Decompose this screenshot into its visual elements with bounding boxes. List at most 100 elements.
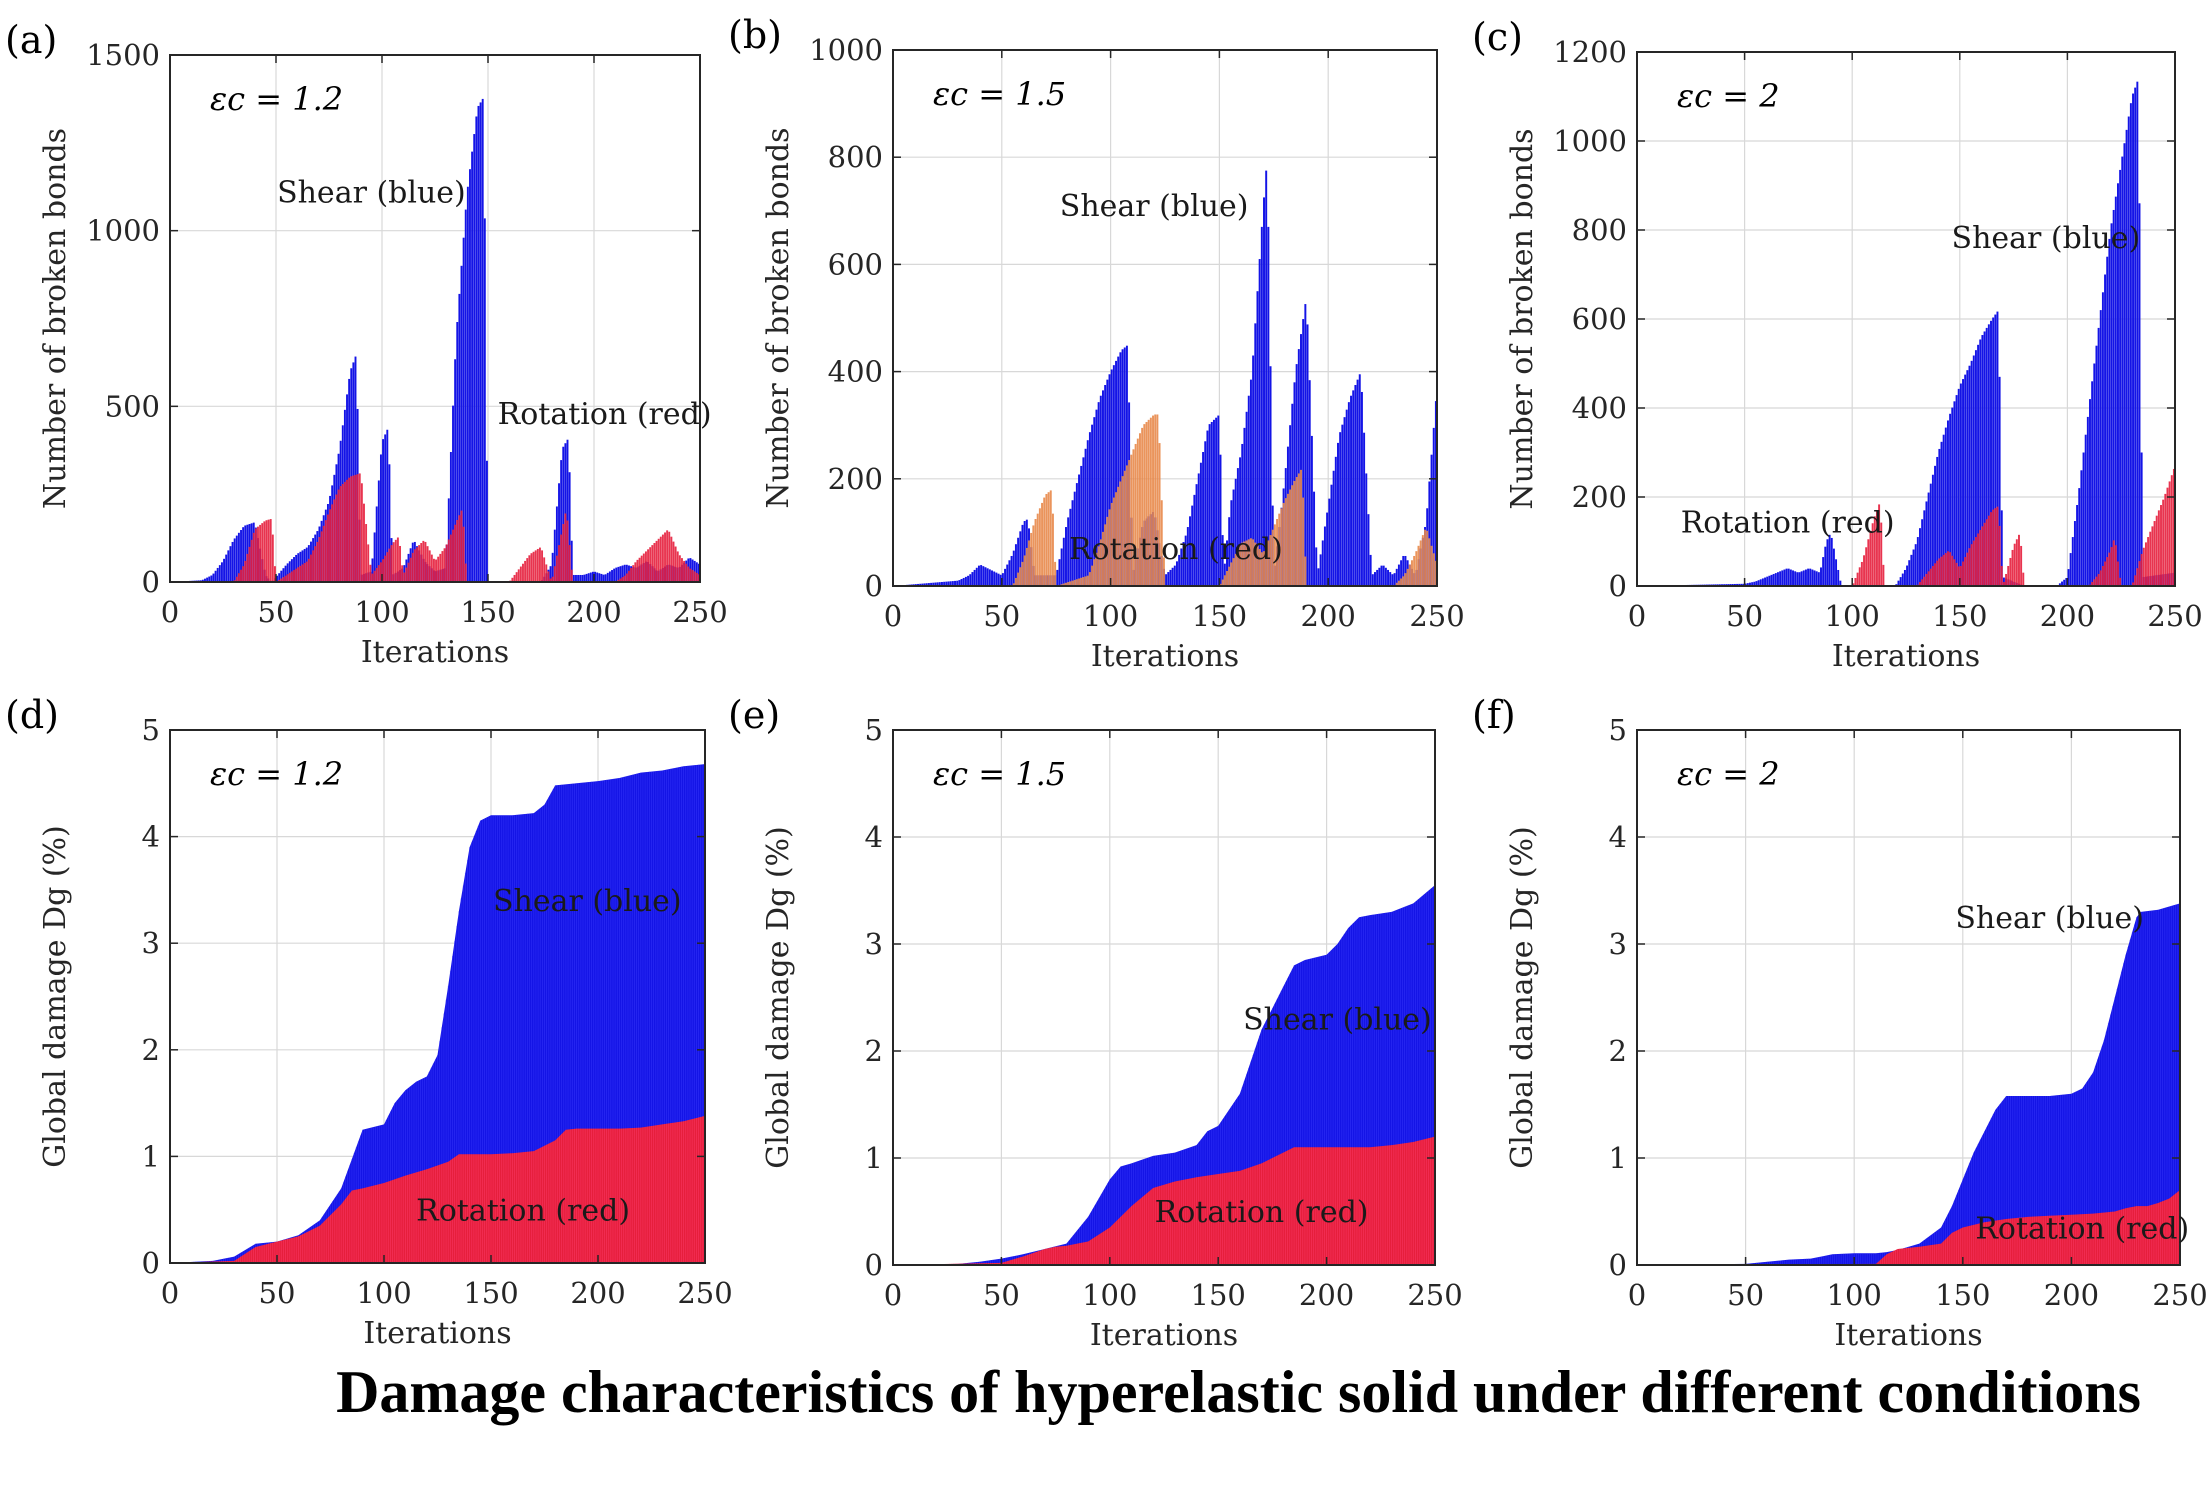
bar <box>2123 143 2126 586</box>
bar <box>1234 478 1237 586</box>
bar <box>1772 573 1775 586</box>
bar <box>1017 537 1020 586</box>
bar <box>1263 551 1265 586</box>
bar <box>932 582 935 586</box>
bar <box>560 460 563 582</box>
bar <box>1931 474 1934 586</box>
bar <box>2002 577 2005 586</box>
bar <box>2153 521 2156 586</box>
bar <box>1749 582 1751 586</box>
bar <box>541 550 544 582</box>
rotation-label: Rotation (red) <box>1681 506 1895 541</box>
bar <box>1977 533 1980 586</box>
y-tick-label: 3 <box>142 926 160 960</box>
y-tick-label: 1000 <box>1553 124 1627 158</box>
bar <box>991 570 993 586</box>
bar <box>305 561 308 582</box>
bar <box>1413 555 1416 586</box>
bar <box>1815 571 1818 586</box>
y-axis-label: Number of broken bonds <box>1505 128 1540 509</box>
x-tick-label: 0 <box>161 595 179 629</box>
bar <box>276 575 279 582</box>
bar <box>1047 492 1050 586</box>
bar <box>1243 427 1246 586</box>
bar <box>1243 541 1246 586</box>
bar <box>2061 581 2063 586</box>
bar <box>1208 424 1211 586</box>
bar <box>445 544 448 582</box>
bar <box>284 565 287 582</box>
bar <box>1297 349 1300 586</box>
bar <box>2101 292 2104 586</box>
bar <box>1049 490 1052 586</box>
x-tick-label: 50 <box>1727 1278 1764 1312</box>
x-tick-label: 100 <box>1083 599 1138 633</box>
bar <box>2125 129 2128 586</box>
bar <box>962 577 965 586</box>
bar <box>324 520 327 582</box>
bar <box>430 554 433 582</box>
x-tick-label: 150 <box>1191 1278 1246 1312</box>
bar <box>1273 524 1276 586</box>
bar <box>1038 508 1041 586</box>
x-tick-label: 0 <box>1628 599 1646 633</box>
bar <box>1955 562 1958 586</box>
shear-label: Shear (blue) <box>1955 901 2144 936</box>
bar <box>1776 572 1779 586</box>
series-rotation <box>1852 468 2175 586</box>
bar <box>1972 355 1975 586</box>
x-axis-label: Iterations <box>1090 1318 1238 1353</box>
bar <box>967 575 970 586</box>
bar <box>1942 554 1945 586</box>
bar <box>1352 390 1355 586</box>
bar <box>596 572 599 582</box>
bar <box>1356 379 1359 586</box>
bar <box>475 116 478 582</box>
bar <box>2121 156 2124 586</box>
bar <box>1093 417 1096 586</box>
bar <box>1987 515 1990 586</box>
bar <box>1400 578 1403 586</box>
bar <box>2084 434 2087 586</box>
bar <box>1317 568 1320 586</box>
bar <box>577 574 580 582</box>
bar <box>583 574 586 582</box>
bar <box>2097 573 2100 586</box>
bar <box>526 558 529 582</box>
series-rotation <box>893 1136 1435 1265</box>
bar <box>1228 566 1231 586</box>
bar <box>2172 468 2175 586</box>
bar <box>615 567 618 582</box>
bar <box>1147 419 1150 586</box>
bar <box>1882 564 1885 586</box>
bar <box>2067 569 2070 586</box>
y-tick-label: 800 <box>828 140 883 174</box>
bar <box>1078 474 1081 586</box>
bar <box>647 549 650 582</box>
bar <box>2168 481 2171 586</box>
bar <box>1223 563 1226 586</box>
bar <box>634 562 637 582</box>
bar <box>1156 414 1159 586</box>
bar <box>464 209 467 582</box>
bar <box>1360 391 1363 586</box>
bar <box>1254 542 1257 586</box>
bar <box>1964 557 1967 586</box>
bar <box>1994 508 1997 586</box>
bar <box>386 429 389 582</box>
bar <box>1391 574 1394 586</box>
bar <box>377 565 380 582</box>
bar <box>1371 574 1374 586</box>
bar <box>1189 516 1192 586</box>
bar <box>1369 554 1372 586</box>
bar <box>653 543 656 582</box>
bar <box>282 568 285 582</box>
bar <box>1996 311 1999 586</box>
bar <box>1014 577 1017 586</box>
bar <box>2138 561 2141 586</box>
bar <box>2157 510 2160 586</box>
bar <box>293 570 295 582</box>
bar <box>1350 395 1353 586</box>
bar <box>206 577 209 582</box>
bar <box>1878 504 1881 586</box>
